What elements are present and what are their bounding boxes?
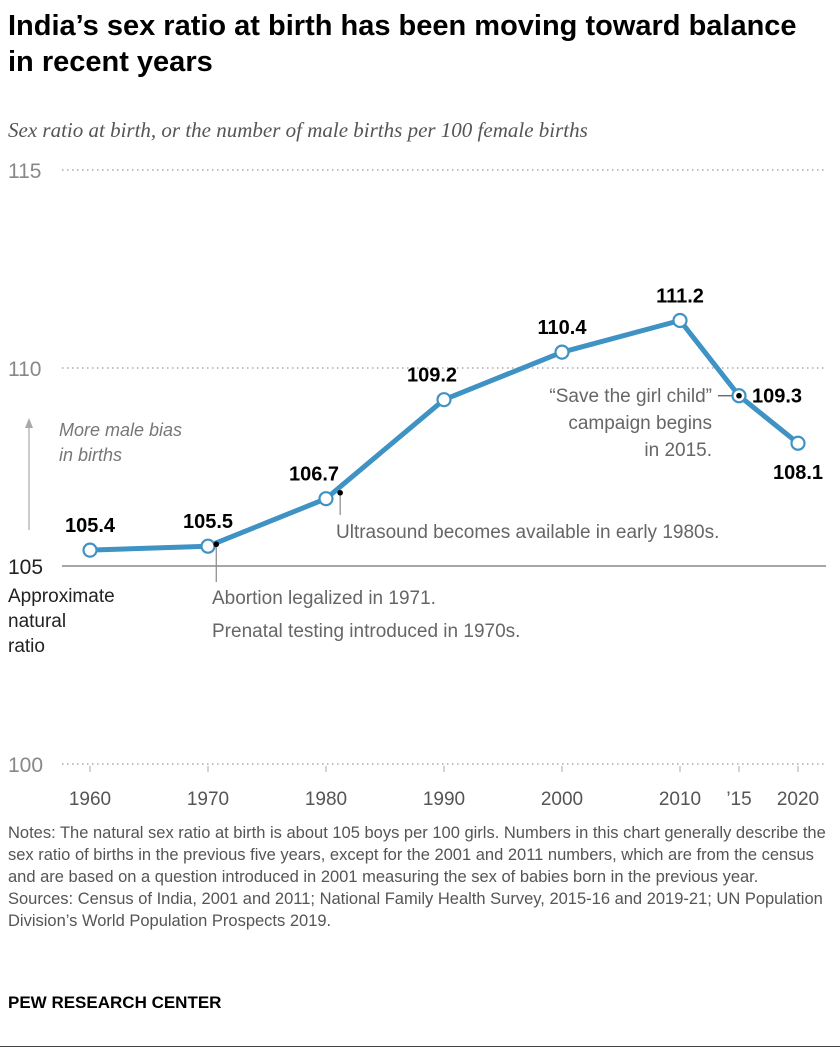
notes-text: Notes: The natural sex ratio at birth is… xyxy=(8,824,826,886)
x-tick-label: 1970 xyxy=(187,789,229,810)
annotation-text: campaign begins xyxy=(568,413,712,434)
x-tick-label: 1980 xyxy=(305,789,347,810)
annotation-text: Prenatal testing introduced in 1970s. xyxy=(212,621,520,642)
reference-line-label: Approximate xyxy=(8,586,115,607)
x-tick-label: ’15 xyxy=(726,789,751,810)
y-tick-label: 100 xyxy=(8,754,43,777)
y-tick-label: 115 xyxy=(8,160,41,183)
x-tick-label: 2000 xyxy=(541,789,583,810)
sources-text: Sources: Census of India, 2001 and 2011;… xyxy=(8,890,823,930)
annotation-dot xyxy=(337,489,343,496)
data-label: 105.4 xyxy=(65,515,116,537)
data-label: 109.3 xyxy=(752,386,802,408)
data-label: 105.5 xyxy=(183,511,233,533)
annotation-text: in 2015. xyxy=(644,440,712,461)
annotation-text: “Save the girl child” xyxy=(549,386,712,407)
y-tick-label: 105 xyxy=(8,556,43,579)
data-label: 109.2 xyxy=(407,365,457,387)
y-tick-label: 110 xyxy=(8,358,41,381)
reference-line-label: natural xyxy=(8,611,66,632)
data-point-2020 xyxy=(790,435,806,451)
bottom-divider xyxy=(0,1046,840,1047)
annotation-text: Abortion legalized in 1971. xyxy=(212,588,436,609)
x-tick-label: 2010 xyxy=(659,789,701,810)
direction-note: in births xyxy=(59,445,122,465)
brand-logo-text: PEW RESEARCH CENTER xyxy=(8,993,222,1012)
arrow-head-icon xyxy=(25,418,33,428)
series-line xyxy=(89,317,800,553)
data-label: 111.2 xyxy=(656,285,704,307)
annotation-dot xyxy=(736,392,742,399)
data-label: 108.1 xyxy=(773,462,823,484)
line-chart: 100 105 110 115 1960 1970 1980 1990 2000 2010 ’15 2… xyxy=(8,160,826,810)
data-label: 106.7 xyxy=(289,464,339,486)
data-point-1960 xyxy=(82,542,98,558)
data-point-1970 xyxy=(200,538,216,554)
annotation-text: Ultrasound becomes available in early 19… xyxy=(336,522,719,543)
reference-line-label: ratio xyxy=(8,636,45,657)
x-tick-label: 1960 xyxy=(69,789,111,810)
x-tick-label: 2020 xyxy=(777,789,819,810)
annotation-dot xyxy=(213,541,220,548)
chart-title: India’s sex ratio at birth has been movi… xyxy=(8,10,797,78)
chart-notes: Notes: The natural sex ratio at birth is… xyxy=(8,822,828,932)
direction-note: More male bias xyxy=(59,420,182,440)
chart-subtitle: Sex ratio at birth, or the number of mal… xyxy=(8,118,588,142)
data-point-1990 xyxy=(436,392,452,408)
data-point-2000 xyxy=(554,344,570,360)
data-label: 110.4 xyxy=(538,317,588,339)
data-point-1980 xyxy=(318,491,334,507)
data-point-2010 xyxy=(672,312,688,329)
x-tick-label: 1990 xyxy=(423,789,465,810)
